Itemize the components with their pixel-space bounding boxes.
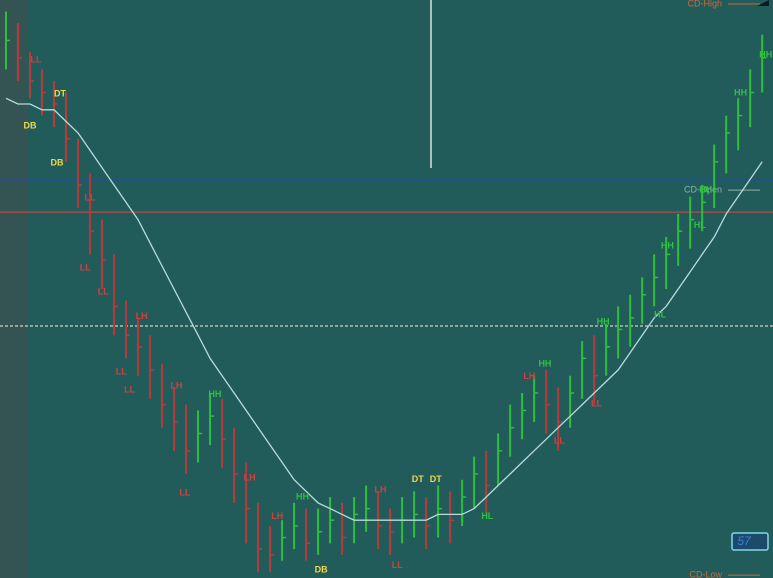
signal-label: HH <box>734 87 747 97</box>
signal-label: HH <box>538 359 551 369</box>
signal-label: DB <box>51 157 64 167</box>
signal-label: DB <box>315 564 328 574</box>
signal-label: DT <box>412 474 424 484</box>
signal-label: LL <box>392 560 403 570</box>
signal-label: LL <box>554 435 565 445</box>
signal-label: HH <box>759 49 772 59</box>
signal-label: HL <box>654 309 666 319</box>
signal-label: HH <box>296 491 309 501</box>
signal-label: LL <box>80 263 91 273</box>
signal-label: DT <box>54 89 66 99</box>
signal-label: DT <box>430 474 442 484</box>
signal-label: LH <box>523 371 535 381</box>
signal-label: LL <box>31 54 42 64</box>
signal-label: HH <box>699 185 712 195</box>
signal-label: LL <box>98 286 109 296</box>
signal-label: LH <box>271 511 283 521</box>
signal-label: LL <box>179 487 190 497</box>
signal-label: LL <box>124 385 135 395</box>
signal-label: HL <box>694 220 706 230</box>
badge-box <box>731 532 769 551</box>
signal-label: LH <box>136 311 148 321</box>
signal-label: LL <box>591 398 602 408</box>
level-label: CD-Low <box>689 569 722 578</box>
signal-label: LH <box>170 380 182 390</box>
signal-label: LH <box>374 485 386 495</box>
signal-label: HH <box>597 316 610 326</box>
signal-label: LL <box>85 193 96 203</box>
signal-label: HL <box>481 511 493 521</box>
signal-label: LH <box>244 472 256 482</box>
level-label: CD-High <box>687 0 722 8</box>
moving-average <box>5 97 763 521</box>
signal-label: HH <box>661 241 674 251</box>
signal-label: LL <box>116 367 127 377</box>
session-shade <box>0 0 28 578</box>
signal-label: DB <box>24 120 37 130</box>
badge: 57 <box>737 534 752 548</box>
signal-label: HH <box>208 389 221 399</box>
